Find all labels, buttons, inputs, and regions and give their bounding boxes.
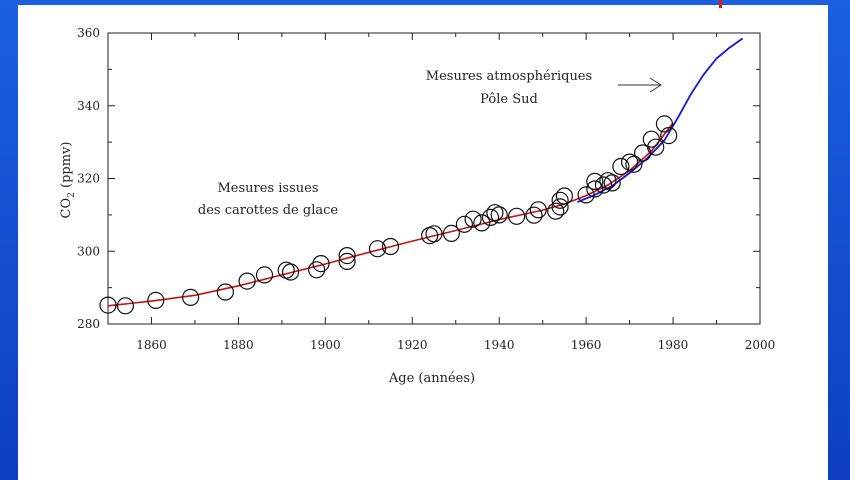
x-tick-label: 1940 <box>484 338 515 352</box>
y-tick-label: 320 <box>77 172 100 186</box>
ice-core-point <box>555 187 574 205</box>
x-tick-label: 2000 <box>745 338 776 352</box>
x-tick-label: 1920 <box>397 338 428 352</box>
y-tick-label: 300 <box>77 244 100 258</box>
ice-core-point <box>529 201 547 219</box>
ice-core-point <box>255 266 274 284</box>
ice-core-point <box>620 153 639 171</box>
ice-core-point <box>338 247 356 265</box>
x-tick-label: 1900 <box>310 338 341 352</box>
ice-core-point <box>486 204 504 222</box>
ice-core-point <box>586 180 604 198</box>
atmospheric-annotation-line2: Pôle Sud <box>480 92 538 107</box>
ice-core-point <box>99 296 117 314</box>
atmospheric-annotation-line1: Mesures atmosphériques <box>426 69 592 84</box>
tick-labels: 1860 1880 1900 1920 1940 1960 1980 2000 280 300 32… <box>77 26 775 352</box>
ice-core-point <box>216 283 234 301</box>
ice-core-point <box>442 224 460 242</box>
ice-core-point <box>551 198 569 216</box>
x-tick-label: 1860 <box>136 338 167 352</box>
ice-core-point <box>312 255 330 273</box>
ice-core-point <box>464 210 482 228</box>
ice-core-fit-line <box>107 122 674 307</box>
arrow-right-icon <box>618 77 662 93</box>
y-axis-label: CO2 (ppmv) <box>59 142 77 219</box>
y-tick-label: 340 <box>77 99 100 113</box>
ice-core-annotation-line2: des carottes de glace <box>198 203 338 218</box>
ice-core-point <box>599 172 617 190</box>
x-tick-label: 1960 <box>571 338 602 352</box>
ice-core-annotation-line1: Mesures issues <box>218 181 319 196</box>
ice-core-point <box>455 215 473 233</box>
ice-core-point <box>603 174 621 192</box>
ice-core-point <box>594 176 613 194</box>
corner-mark <box>719 0 722 8</box>
y-tick-label: 360 <box>77 26 100 40</box>
ice-core-point <box>238 272 256 290</box>
x-tick-label: 1880 <box>223 338 254 352</box>
y-tick-label: 280 <box>77 317 100 331</box>
ice-core-point <box>547 202 565 220</box>
ice-core-point <box>625 155 643 173</box>
ice-core-point <box>525 206 543 224</box>
ice-core-point <box>612 157 630 176</box>
x-tick-label: 1980 <box>658 338 689 352</box>
ice-core-point <box>368 240 387 258</box>
ice-core-point <box>647 138 665 156</box>
axis-ticks <box>107 32 761 325</box>
slide-panel <box>18 5 828 480</box>
ice-core-point <box>308 261 326 279</box>
ice-core-point <box>282 263 300 281</box>
ice-core-point <box>338 252 356 270</box>
ice-core-point <box>490 206 508 224</box>
ice-core-point <box>660 127 678 145</box>
ice-core-point <box>577 186 595 204</box>
ice-core-point <box>182 288 200 306</box>
ice-core-point <box>473 214 491 232</box>
ice-core-point <box>116 297 135 315</box>
x-axis-label: Age (années) <box>388 371 475 386</box>
ice-core-point <box>381 237 400 256</box>
ice-core-point <box>425 225 443 243</box>
ice-core-markers <box>99 115 678 315</box>
ice-core-point <box>655 115 674 133</box>
ice-core-point <box>481 208 500 226</box>
ice-core-point <box>551 191 569 209</box>
ice-core-point <box>507 207 526 225</box>
ice-core-point <box>586 172 604 190</box>
ice-core-point <box>147 291 165 309</box>
ice-core-point <box>642 130 660 148</box>
